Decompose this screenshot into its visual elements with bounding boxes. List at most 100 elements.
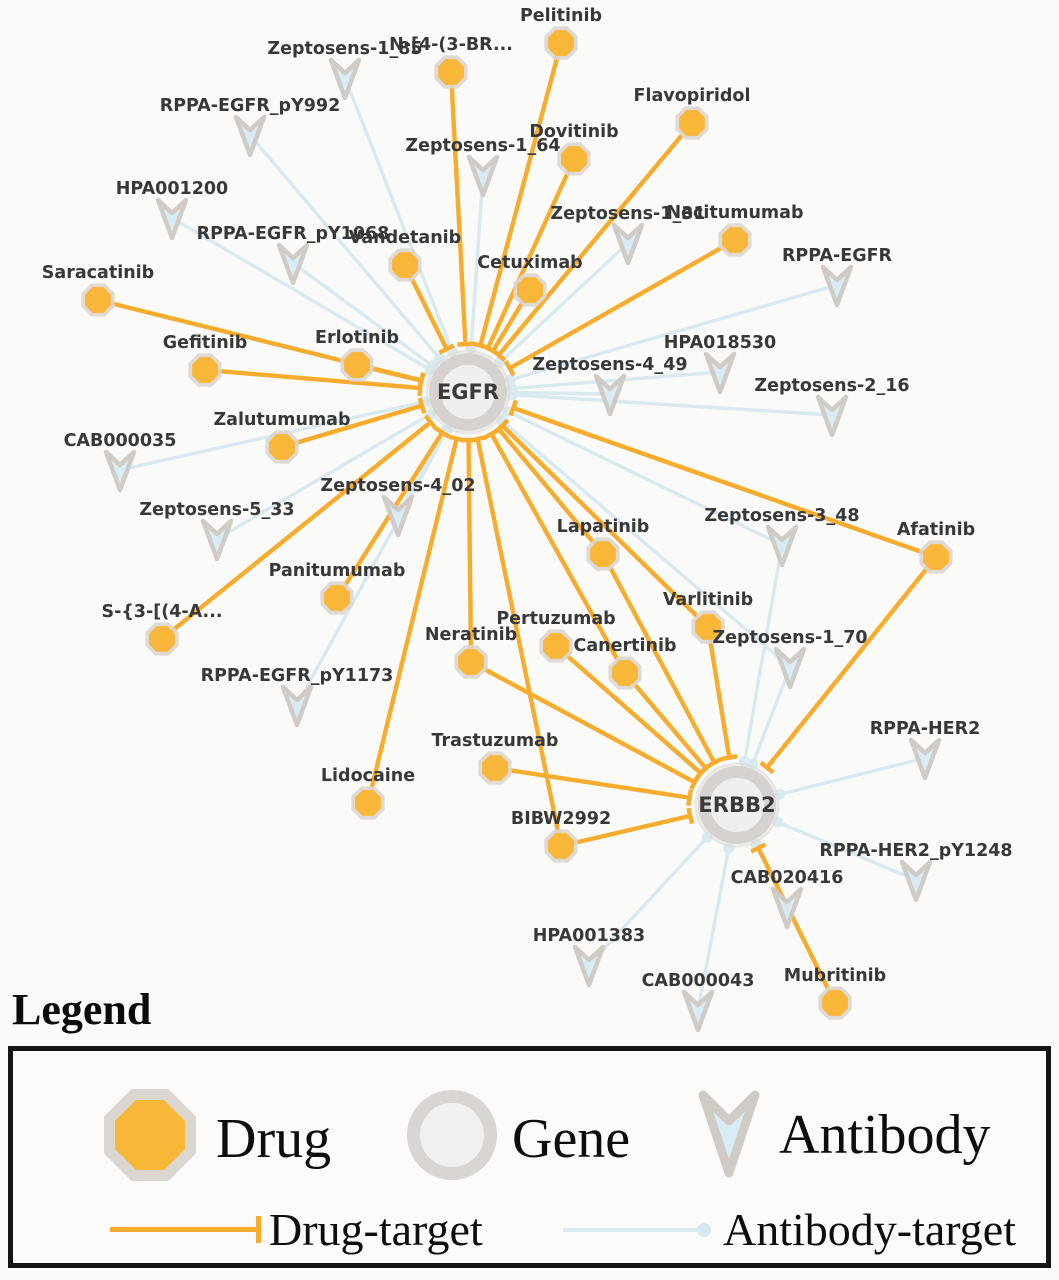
legend-label-antibody: Antibody <box>779 1104 991 1166</box>
edge-tee <box>417 397 427 414</box>
drug-node-Vandetanib <box>388 248 422 282</box>
drug-octagon <box>344 352 370 378</box>
antibody-target-edge <box>776 820 917 882</box>
antibody-node-Zeptosens-1_64 <box>466 154 500 198</box>
drug-node-Flavopiridol <box>675 106 709 140</box>
antibody-label: CAB000035 <box>64 431 177 451</box>
drug-target-edge <box>365 438 459 804</box>
legend-title: Legend <box>12 985 152 1034</box>
antibody-chevron <box>572 944 606 988</box>
antibody-node-HPA001200 <box>155 197 189 241</box>
antibody-chevron <box>765 524 799 568</box>
antibody-label: Zeptosens-4_02 <box>320 476 475 496</box>
antibody-chevron <box>681 989 715 1033</box>
drug-target-edge <box>512 405 937 560</box>
antibody-label: Zeptosens-5_33 <box>139 500 294 520</box>
edge-tee <box>438 343 455 355</box>
drug-label: S-{3-[(4-A... <box>101 602 222 622</box>
edge-tee <box>417 372 426 389</box>
antibody-node-CAB020416 <box>770 886 804 930</box>
edge-tee <box>503 360 516 377</box>
drug-node-Zalutumumab <box>265 430 299 464</box>
drug-target-edge <box>485 158 577 350</box>
antibody-label: CAB020416 <box>731 868 844 888</box>
antibody-chevron <box>908 737 942 781</box>
antibody-chevron <box>899 859 933 903</box>
antibody-target-edge <box>500 419 792 669</box>
drug-node-Gefitinib <box>188 353 222 387</box>
legend-label-drug: Drug <box>216 1108 332 1170</box>
legend-label-drug-target: Drug-target <box>269 1204 483 1255</box>
antibody-node-Zeptosens-1_31 <box>611 222 645 266</box>
gene-halo <box>694 762 780 848</box>
drug-label: BIBW2992 <box>511 809 611 829</box>
drug-octagon <box>482 755 508 781</box>
antibody-label: Zeptosens-1_31 <box>550 204 705 224</box>
drug-node-Canertinib <box>608 656 642 690</box>
drug-octagon <box>458 649 484 675</box>
drug-node-Panitumumab <box>320 581 354 615</box>
edge-tee <box>508 399 519 417</box>
drug-target-edge <box>469 660 696 785</box>
drug-octagon <box>548 833 574 859</box>
drug-label: Erlotinib <box>315 328 399 348</box>
drug-node-Neratinib <box>454 645 488 679</box>
antibody-target-edge <box>511 390 611 396</box>
antibody-node-Zeptosens-1_85 <box>328 57 362 101</box>
antibody-target-edge <box>511 393 833 417</box>
edge-tee <box>457 341 474 347</box>
antibody-node-Zeptosens-5_33 <box>200 518 234 562</box>
drug-label: Vandetanib <box>349 228 461 248</box>
drug-label: N-[4-(3-BR... <box>389 35 513 55</box>
drug-label: Afatinib <box>897 520 975 540</box>
antibody-node-RPPA-EGFR_pY1173 <box>280 684 314 728</box>
drug-node-Pelitinib <box>544 26 578 60</box>
drug-label: Lapatinib <box>557 517 650 537</box>
antibody-label: HPA001383 <box>533 926 645 946</box>
antibody-target-edge <box>343 77 454 352</box>
node-labels: Pelitinib N-[4-(3-BR... Flavopiridol Doviti… <box>42 6 1013 991</box>
drug-target-edge <box>560 813 691 849</box>
drug-node-Lapatinib <box>586 537 620 571</box>
legend-label-gene: Gene <box>512 1108 631 1170</box>
antibody-chevron <box>770 886 804 930</box>
drug-target-edge <box>160 420 433 641</box>
antibody-target-edge <box>751 666 792 765</box>
gene-legend-icon <box>407 1090 497 1180</box>
drug-target-edge <box>466 439 474 663</box>
drug-target-edges <box>97 42 938 1004</box>
drug-target-edge <box>448 71 468 345</box>
drug-target-edge <box>478 42 564 347</box>
drug-label: Neratinib <box>425 625 517 645</box>
gene-halo <box>425 349 511 435</box>
antibody-node-RPPA-HER2_pY1248 <box>899 859 933 903</box>
drug-target-edge <box>497 121 694 357</box>
drug-octagon <box>722 227 748 253</box>
drug-octagon <box>695 614 721 640</box>
drug-label: Mubritinib <box>784 966 886 986</box>
drug-target-edge <box>475 438 564 847</box>
drug-node-Varlitinib <box>691 610 725 644</box>
antibody-chevron <box>593 373 627 417</box>
edge-tee <box>686 789 693 806</box>
antibody-label: RPPA-HER2 <box>870 719 981 739</box>
drug-octagon <box>324 585 350 611</box>
antibody-node-Zeptosens-2_16 <box>815 394 849 438</box>
edge-tee <box>484 344 501 358</box>
drug-label: Canertinib <box>574 636 677 656</box>
drug-label: Varlitinib <box>663 590 753 610</box>
antibody-chevron <box>381 494 415 538</box>
drug-legend-icon-fill <box>115 1100 185 1170</box>
drug-target-edge-sample <box>110 1216 261 1243</box>
drug-octagon <box>392 252 418 278</box>
antibody-label: Zeptosens-3_48 <box>704 506 859 526</box>
drug-target-edge <box>765 555 938 769</box>
antibody-chevron <box>103 449 137 493</box>
antibody-chevron <box>820 264 854 308</box>
drug-label: Saracatinib <box>42 263 154 283</box>
antibody-label: RPPA-EGFR_pY992 <box>160 96 341 116</box>
drug-octagon <box>679 110 705 136</box>
antibody-chevron <box>280 684 314 728</box>
